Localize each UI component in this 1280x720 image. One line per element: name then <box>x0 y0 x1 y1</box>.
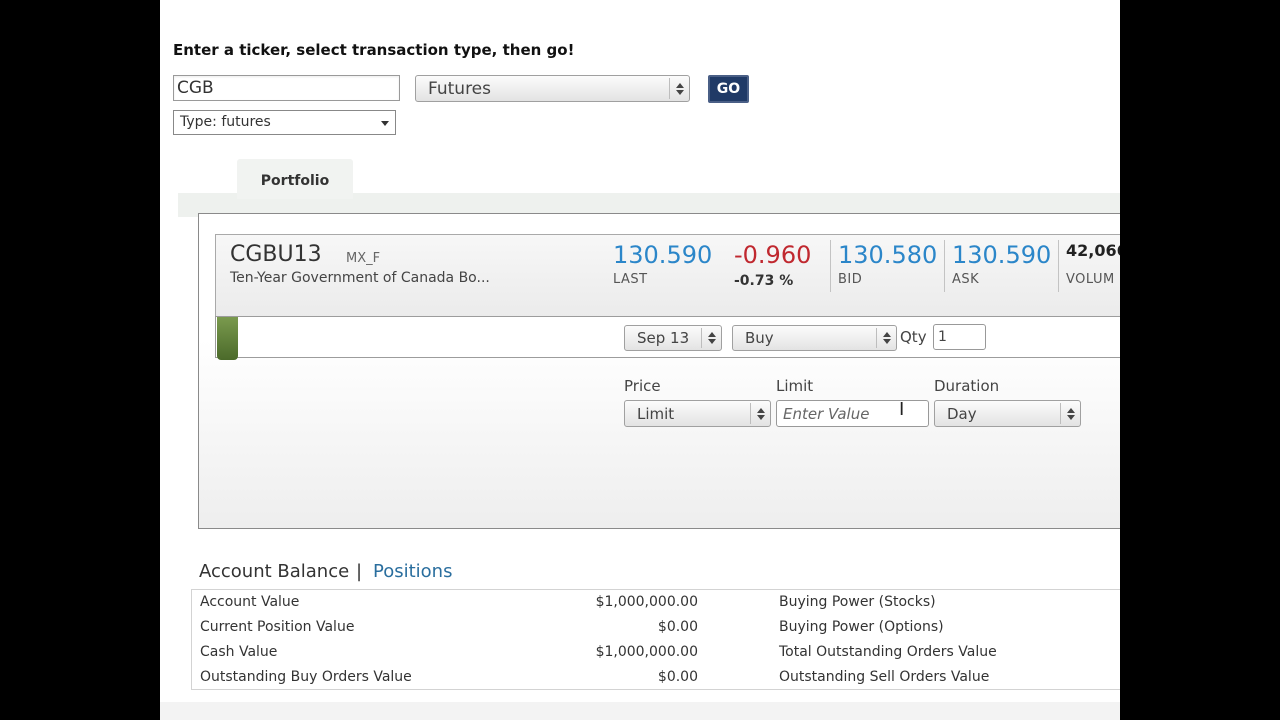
account-balance-title: Account Balance <box>199 561 350 582</box>
balance-label-right: Outstanding Sell Orders Value <box>779 669 990 685</box>
divider <box>1058 240 1059 292</box>
balance-label: Current Position Value <box>200 619 355 635</box>
price-type-value: Limit <box>637 405 675 423</box>
contract-month-select[interactable]: Sep 13 <box>624 325 722 351</box>
last-price-label: LAST <box>613 272 648 287</box>
balance-amount: $1,000,000.00 <box>595 644 698 660</box>
divider <box>830 240 831 292</box>
spinner-icon <box>876 328 896 348</box>
order-side-select[interactable]: Buy <box>732 325 897 351</box>
table-row: Cash Value $1,000,000.00 Total Outstandi… <box>192 640 1120 665</box>
divider <box>944 240 945 292</box>
table-row: Outstanding Buy Orders Value $0.00 Outst… <box>192 665 1120 690</box>
price-type-select[interactable]: Limit <box>624 400 771 427</box>
table-row: Current Position Value $0.00 Buying Powe… <box>192 615 1120 640</box>
type-select-value: Type: futures <box>180 114 271 130</box>
qty-input[interactable]: 1 <box>933 324 986 350</box>
balance-label-right: Buying Power (Stocks) <box>779 594 936 610</box>
panel-handle[interactable] <box>217 317 238 360</box>
limit-price-input[interactable]: Enter Value <box>776 400 929 427</box>
instruction-text: Enter a ticker, select transaction type,… <box>173 41 575 59</box>
balance-label: Account Value <box>200 594 300 610</box>
spinner-icon <box>701 328 721 348</box>
spinner-icon <box>750 403 770 424</box>
title-separator: | <box>356 561 363 582</box>
go-button[interactable]: GO <box>708 75 749 103</box>
positions-link[interactable]: Positions <box>373 561 453 582</box>
order-side-value: Buy <box>745 329 774 347</box>
limit-label: Limit <box>776 377 814 395</box>
balance-amount: $0.00 <box>657 619 698 635</box>
duration-value: Day <box>947 405 977 423</box>
type-select[interactable]: Type: futures <box>173 110 396 135</box>
volume-label: VOLUM <box>1066 272 1115 287</box>
bid-value: 130.580 <box>838 241 938 269</box>
ask-value: 130.590 <box>952 241 1052 269</box>
spinner-icon <box>1060 403 1080 424</box>
bid-label: BID <box>838 272 863 287</box>
balance-amount: $1,000,000.00 <box>595 594 698 610</box>
footer-band <box>160 702 1120 720</box>
balance-label-right: Total Outstanding Orders Value <box>779 644 997 660</box>
symbol-text: CGBU13 <box>230 242 322 267</box>
balance-amount: $0.00 <box>657 669 698 685</box>
ask-label: ASK <box>952 272 980 287</box>
price-label: Price <box>624 377 661 395</box>
balance-label: Outstanding Buy Orders Value <box>200 669 412 685</box>
instrument-description: Ten-Year Government of Canada Bo... <box>230 270 490 286</box>
exchange-text: MX_F <box>346 251 381 266</box>
transaction-type-select[interactable]: Futures <box>415 75 690 102</box>
trading-page: Enter a ticker, select transaction type,… <box>160 0 1120 720</box>
contract-month-value: Sep 13 <box>637 329 690 347</box>
chevron-down-icon <box>381 121 389 126</box>
volume-value: 42,066 <box>1066 241 1120 260</box>
qty-label: Qty <box>900 328 927 346</box>
change-percent: -0.73 % <box>734 273 794 289</box>
quote-header <box>215 234 1120 317</box>
change-value: -0.960 <box>734 241 812 269</box>
spinner-icon <box>669 78 689 99</box>
balance-label: Cash Value <box>200 644 278 660</box>
table-row: Account Value $1,000,000.00 Buying Power… <box>192 590 1120 615</box>
transaction-type-value: Futures <box>428 79 491 99</box>
last-price-value: 130.590 <box>613 241 713 269</box>
duration-select[interactable]: Day <box>934 400 1081 427</box>
tab-portfolio[interactable]: Portfolio <box>237 159 353 199</box>
balance-table: Account Value $1,000,000.00 Buying Power… <box>191 589 1120 690</box>
balance-label-right: Buying Power (Options) <box>779 619 944 635</box>
ticker-input[interactable]: CGB <box>173 75 400 101</box>
text-cursor-icon: I <box>899 399 905 420</box>
duration-label: Duration <box>934 377 1000 395</box>
